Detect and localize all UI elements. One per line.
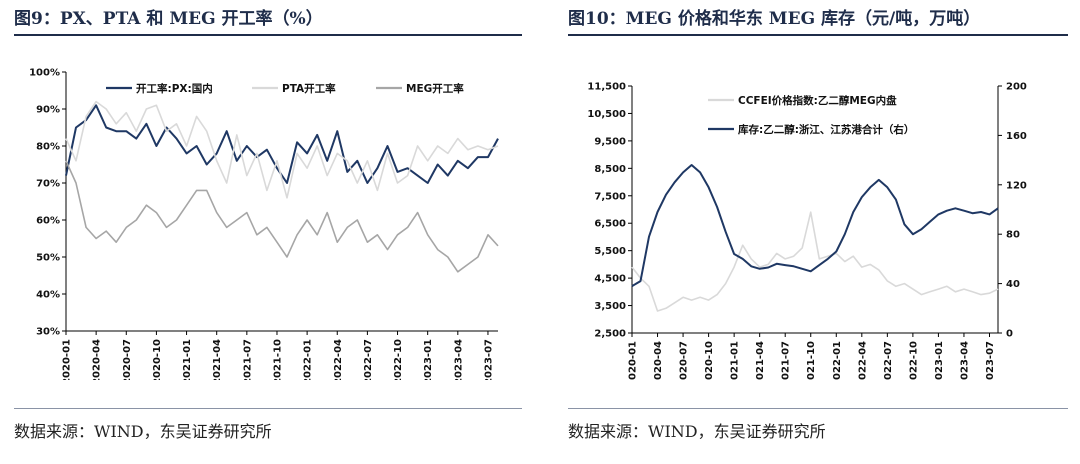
source-divider <box>568 408 1068 409</box>
x-tick-label: 2023-01 <box>934 341 945 380</box>
y-right-tick-label: 160 <box>1006 131 1027 142</box>
legend-label: MEG开工率 <box>406 82 464 95</box>
x-tick-label: 2022-01 <box>832 341 843 380</box>
legend-label: CCFEI价格指数:乙二醇MEG内盘 <box>738 94 897 107</box>
y-tick-label: 50% <box>36 253 60 264</box>
x-tick-label: 2021-10 <box>272 339 283 380</box>
y-tick-label: 2,500 <box>594 329 626 340</box>
x-tick-label: 2023-01 <box>423 339 434 380</box>
y-tick-label: 11,500 <box>587 82 626 93</box>
y-tick-label: 7,500 <box>594 191 626 202</box>
x-tick-label: 2023-07 <box>985 341 996 380</box>
price-inventory-chart: 11,500 10,500 9,500 8,500 7,500 6,500 5,500 4,5… <box>587 82 1027 381</box>
x-tick-label: 2020-10 <box>704 341 715 380</box>
x-tick-label: 2020-07 <box>679 341 690 380</box>
x-tick-label: 2020-07 <box>122 339 133 380</box>
series-line-2 <box>65 100 499 199</box>
chart-panel-right: 图10：MEG 价格和华东 MEG 库存（元/吨，万吨） 11,500 10,50… <box>548 0 1080 464</box>
y-tick-label: 100% <box>29 68 60 79</box>
x-tick-label: 2021-01 <box>182 339 193 380</box>
source-note: 数据来源：WIND，东吴证券研究所 <box>568 422 826 441</box>
source-note: 数据来源：WIND，东吴证券研究所 <box>14 422 272 441</box>
x-tick-label: 2021-07 <box>242 339 253 380</box>
y-right-tick-label: 40 <box>1006 279 1020 290</box>
y-right-tick-label: 120 <box>1006 180 1027 191</box>
x-tick-label: 2021-10 <box>806 341 817 380</box>
x-tick-label: 2022-07 <box>883 341 894 380</box>
x-tick-label: 2023-07 <box>483 339 494 380</box>
y-right-tick-label: 200 <box>1006 82 1027 93</box>
title-underline <box>568 34 1068 36</box>
x-tick-label: 2022-04 <box>857 341 868 380</box>
figure-title: 图10：MEG 价格和华东 MEG 库存（元/吨，万吨） <box>568 9 981 29</box>
y-tick-label: 80% <box>36 142 60 153</box>
y-tick-label: 70% <box>36 179 60 190</box>
x-tick-label: 2022-07 <box>363 339 374 380</box>
y-tick-label: 40% <box>36 290 60 301</box>
x-tick-label: 2021-04 <box>212 339 223 380</box>
y-tick-label: 10,500 <box>587 109 626 120</box>
y-tick-label: 4,500 <box>594 274 626 285</box>
x-tick-label: 2022-01 <box>303 339 314 380</box>
source-divider <box>14 408 522 409</box>
legend-label: 库存:乙二醇:浙江、江苏港合计（右） <box>738 123 914 136</box>
x-tick-label: 2021-07 <box>781 341 792 380</box>
legend-label: 开工率:PX:国内 <box>136 82 213 95</box>
y-tick-label: 9,500 <box>594 136 626 147</box>
y-tick-label: 8,500 <box>594 164 626 175</box>
y-tick-label: 5,500 <box>594 246 626 257</box>
x-tick-label: 2021-01 <box>730 341 741 380</box>
y-tick-label: 60% <box>36 216 60 227</box>
y-tick-label: 6,500 <box>594 219 626 230</box>
title-underline <box>14 34 522 36</box>
x-tick-label: 2021-04 <box>755 341 766 380</box>
x-tick-label: 2022-10 <box>908 341 919 380</box>
x-tick-label: 2023-04 <box>453 339 464 380</box>
y-tick-label: 90% <box>36 105 60 116</box>
y-right-tick-label: 0 <box>1006 329 1013 340</box>
chart-panel-left: 图9：PX、PTA 和 MEG 开工率（%） 100% 90% 80% 70% 60% 5… <box>0 0 532 464</box>
series-line-2 <box>631 164 999 287</box>
series-line-3 <box>65 160 499 273</box>
y-right-tick-label: 80 <box>1006 230 1020 241</box>
figure-title: 图9：PX、PTA 和 MEG 开工率（%） <box>14 9 323 29</box>
x-tick-label: 2022-10 <box>393 339 404 380</box>
x-tick-label: 2020-01 <box>62 339 73 380</box>
legend-label: PTA开工率 <box>282 82 336 95</box>
y-tick-label: 3,500 <box>594 301 626 312</box>
x-tick-label: 2022-04 <box>333 339 344 380</box>
x-tick-label: 2020-10 <box>152 339 163 380</box>
x-tick-label: 2020-04 <box>653 341 664 380</box>
x-tick-label: 2020-01 <box>628 341 639 380</box>
y-tick-label: 30% <box>36 327 60 338</box>
series-line-1 <box>631 211 999 312</box>
x-tick-label: 2023-04 <box>959 341 970 380</box>
rate-chart: 100% 90% 80% 70% 60% 50% 40% 30%2020-01 2020-04 2… <box>29 68 499 380</box>
x-tick-label: 2020-04 <box>92 339 103 380</box>
series-line-1 <box>65 104 499 184</box>
